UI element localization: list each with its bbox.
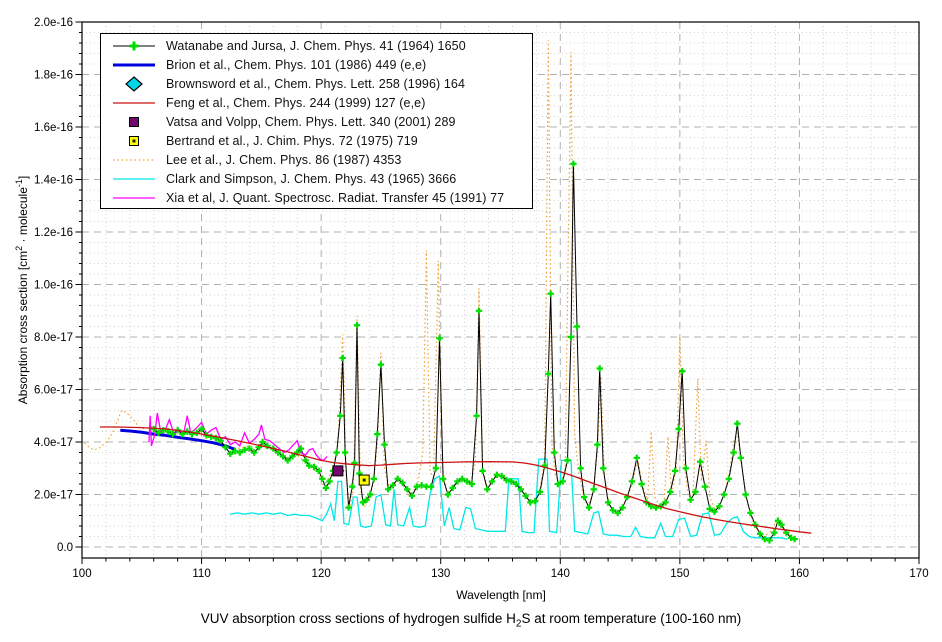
bertrand-square-icon <box>111 133 157 149</box>
x-axis-tick-labels: 100 110 120 130 140 150 160 170 <box>72 568 928 580</box>
watanabe-line-plus-icon <box>111 38 157 54</box>
xia-line-icon <box>111 190 157 206</box>
svg-text:140: 140 <box>551 568 570 580</box>
svg-text:120: 120 <box>312 568 331 580</box>
legend-item-xia: Xia et al, J. Quant. Spectrosc. Radiat. … <box>111 189 532 207</box>
svg-text:1.0e-16: 1.0e-16 <box>34 280 73 292</box>
svg-text:110: 110 <box>192 568 210 580</box>
svg-text:170: 170 <box>909 568 928 580</box>
axes <box>75 21 920 564</box>
brownsword-diamond-icon <box>111 75 157 92</box>
svg-text:1.8e-16: 1.8e-16 <box>34 70 73 82</box>
legend-item-vatsa: Vatsa and Volpp, Chem. Phys. Lett. 340 (… <box>111 113 532 131</box>
series-feng <box>99 426 812 534</box>
svg-text:1.4e-16: 1.4e-16 <box>34 175 73 187</box>
legend-item-feng: Feng et al., Chem. Phys. 244 (1999) 127 … <box>111 94 532 112</box>
svg-text:4.0e-17: 4.0e-17 <box>34 437 73 449</box>
svg-text:2.0e-17: 2.0e-17 <box>34 490 73 502</box>
svg-text:0.0: 0.0 <box>57 542 73 554</box>
legend-label-vatsa: Vatsa and Volpp, Chem. Phys. Lett. 340 (… <box>166 114 456 129</box>
figure-caption: VUV absorption cross sections of hydroge… <box>200 611 742 630</box>
svg-text:100: 100 <box>72 568 91 580</box>
legend-item-lee: Lee et al., J. Chem. Phys. 86 (1987) 435… <box>111 151 532 169</box>
feng-line-icon <box>111 95 157 111</box>
brion-line-icon <box>111 57 157 73</box>
legend-label-brownsword: Brownsword et al., Chem. Phys. Lett. 258… <box>166 76 466 91</box>
y-axis-tick-labels: 0.0 2.0e-17 4.0e-17 6.0e-17 8.0e-17 1.0e-16 1.… <box>34 17 73 554</box>
series-clark <box>230 458 788 540</box>
legend-label-xia: Xia et al, J. Quant. Spectrosc. Radiat. … <box>166 191 505 206</box>
series-vatsa <box>332 465 344 477</box>
grid <box>82 22 919 558</box>
legend-item-brownsword: Brownsword et al., Chem. Phys. Lett. 258… <box>111 75 532 93</box>
svg-text:8.0e-17: 8.0e-17 <box>34 332 73 344</box>
legend-item-watanabe: Watanabe and Jursa, J. Chem. Phys. 41 (1… <box>111 37 532 55</box>
clark-line-icon <box>111 171 157 187</box>
legend-label-feng: Feng et al., Chem. Phys. 244 (1999) 127 … <box>166 95 426 110</box>
lee-dotted-line-icon <box>111 152 157 168</box>
svg-text:2.0e-16: 2.0e-16 <box>34 17 73 29</box>
svg-text:130: 130 <box>431 568 450 580</box>
series-watanabe-markers <box>150 160 798 544</box>
legend: Watanabe and Jursa, J. Chem. Phys. 41 (1… <box>100 33 533 209</box>
legend-item-bertrand: Bertrand et al., J. Chim. Phys. 72 (1975… <box>111 132 532 150</box>
svg-text:1.6e-16: 1.6e-16 <box>34 122 73 134</box>
legend-label-brion: Brion et al., Chem. Phys. 101 (1986) 449… <box>166 57 427 72</box>
legend-item-clark: Clark and Simpson, J. Chem. Phys. 43 (19… <box>111 170 532 188</box>
x-axis-title: Wavelength [nm] <box>456 588 546 602</box>
legend-label-lee: Lee et al., J. Chem. Phys. 86 (1987) 435… <box>166 153 402 168</box>
legend-label-clark: Clark and Simpson, J. Chem. Phys. 43 (19… <box>166 172 457 187</box>
y-axis-title: Absorption cross section [cm2 · molecule… <box>14 175 30 405</box>
legend-label-watanabe: Watanabe and Jursa, J. Chem. Phys. 41 (1… <box>166 38 466 53</box>
svg-text:150: 150 <box>670 568 689 580</box>
legend-label-bertrand: Bertrand et al., J. Chim. Phys. 72 (1975… <box>166 134 418 149</box>
series-bertrand <box>358 474 370 486</box>
vatsa-square-icon <box>111 114 157 130</box>
series-brion <box>120 428 236 451</box>
legend-item-brion: Brion et al., Chem. Phys. 101 (1986) 449… <box>111 56 532 74</box>
svg-text:160: 160 <box>790 568 809 580</box>
svg-text:6.0e-17: 6.0e-17 <box>34 385 73 397</box>
svg-text:1.2e-16: 1.2e-16 <box>34 227 73 239</box>
